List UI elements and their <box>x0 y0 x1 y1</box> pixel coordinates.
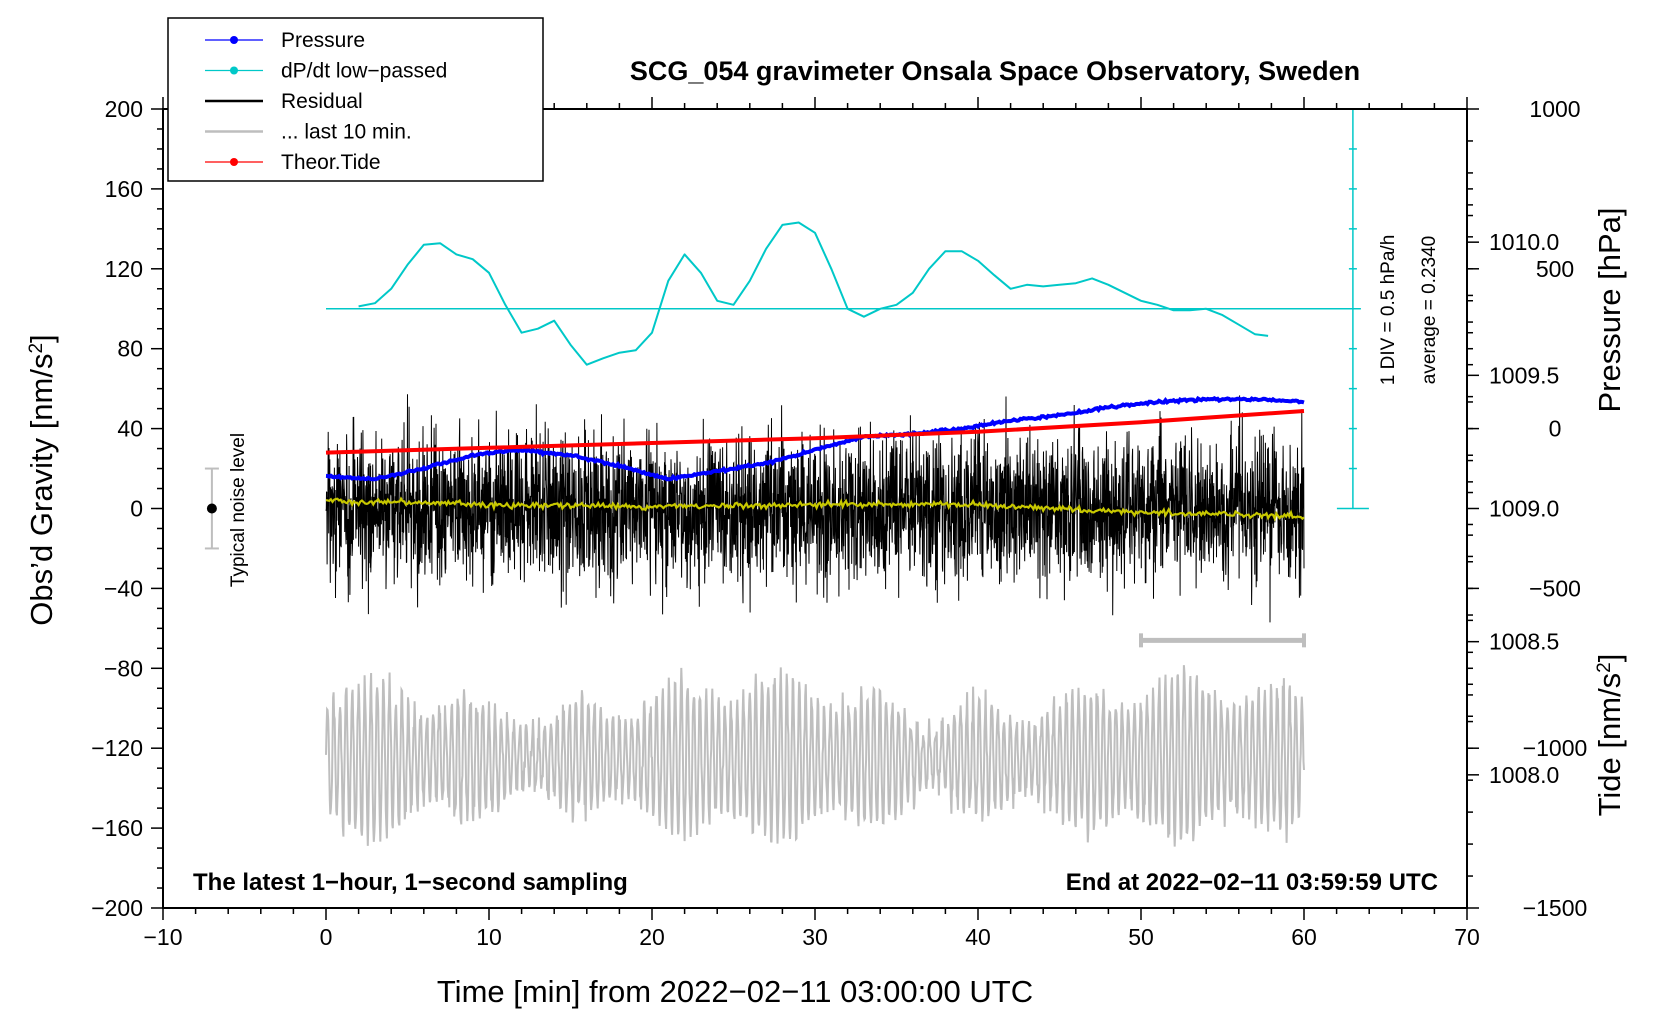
x-tick-label: 20 <box>639 924 665 950</box>
series-smoothed-residual-line <box>325 496 1305 522</box>
dpdt-average-label: average = 0.2340 <box>1419 236 1440 384</box>
y-axis-label-pressure: Pressure [hPa] <box>1592 207 1627 412</box>
series-dpdt-line <box>358 221 1269 366</box>
x-tick-label: 10 <box>476 924 502 950</box>
y-tick-label: 160 <box>105 176 143 202</box>
x-tick-label: 30 <box>802 924 828 950</box>
legend-label: Theor.Tide <box>281 151 381 174</box>
tide-tick-label: −1000 <box>1523 735 1588 761</box>
pressure-tick-label: 1009.0 <box>1489 496 1559 522</box>
noise-level-dot <box>206 503 217 514</box>
legend-marker <box>230 158 238 166</box>
pressure-tick-label: 1009.5 <box>1489 362 1559 388</box>
y-tick-label: −200 <box>91 895 143 921</box>
y-tick-label: 0 <box>130 496 143 522</box>
tide-tick-label: 500 <box>1536 256 1574 282</box>
x-tick-label: −10 <box>143 924 182 950</box>
y-axis-label-tide: Tide [nm/s2] <box>1592 654 1627 817</box>
axes: −10 0 10 20 30 40 50 60 70 200 160 120 80 40 0 −40 −80 −1… <box>91 96 1587 950</box>
x-tick-label: 40 <box>965 924 991 950</box>
plot-area <box>204 108 1369 847</box>
series-residual-line <box>325 394 1305 623</box>
series-pressure-line <box>325 395 1305 482</box>
legend-label: dP/dt low−passed <box>281 60 447 83</box>
annotation-end-time: End at 2022−02−11 03:59:59 UTC <box>1066 869 1438 896</box>
y-tick-label: 120 <box>105 256 143 282</box>
y-tick-label: 200 <box>105 96 143 122</box>
legend-label: Pressure <box>281 29 365 52</box>
tide-tick-label: −1500 <box>1523 895 1588 921</box>
legend-label: ... last 10 min. <box>281 121 412 144</box>
y-tick-label: −80 <box>104 655 143 681</box>
x-tick-label: 0 <box>320 924 333 950</box>
dpdt-scale-label: 1 DIV = 0.5 hPa/h <box>1378 235 1399 386</box>
pressure-tick-label: 1008.0 <box>1489 762 1559 788</box>
tide-tick-label: 1000 <box>1529 96 1580 122</box>
legend-marker <box>230 36 238 44</box>
annotation-latest-hour: The latest 1−hour, 1−second sampling <box>193 869 628 896</box>
x-tick-label: 50 <box>1128 924 1154 950</box>
legend-label: Residual <box>281 90 363 113</box>
y-tick-label: −160 <box>91 815 143 841</box>
y-tick-label: 80 <box>117 336 143 362</box>
tide-tick-label: 0 <box>1549 416 1562 442</box>
y-tick-label: 40 <box>117 416 143 442</box>
x-axis-label: Time [min] from 2022−02−11 03:00:00 UTC <box>437 974 1033 1009</box>
x-tick-label: 70 <box>1454 924 1480 950</box>
pressure-tick-label: 1010.0 <box>1489 229 1559 255</box>
legend-marker <box>230 66 238 75</box>
y-tick-label: −40 <box>104 575 143 601</box>
y-axis-label-gravity: Obs’d Gravity [nm/s2] <box>24 334 59 625</box>
legend-box <box>167 17 544 182</box>
pressure-tick-label: 1008.5 <box>1489 629 1559 655</box>
noise-level-label: Typical noise level <box>228 433 249 587</box>
tide-tick-label: −500 <box>1529 575 1581 601</box>
chart-title: SCG_054 gravimeter Onsala Space Observat… <box>630 56 1360 86</box>
series-last-10-min-line <box>325 665 1305 847</box>
legend: Pressure dP/dt low−passed Residual ... last… <box>167 17 544 182</box>
y-tick-label: −120 <box>91 735 143 761</box>
x-tick-label: 60 <box>1291 924 1317 950</box>
series-tide-line <box>325 409 1305 455</box>
chart-text: SCG_054 gravimeter Onsala Space Observat… <box>24 56 1627 1009</box>
